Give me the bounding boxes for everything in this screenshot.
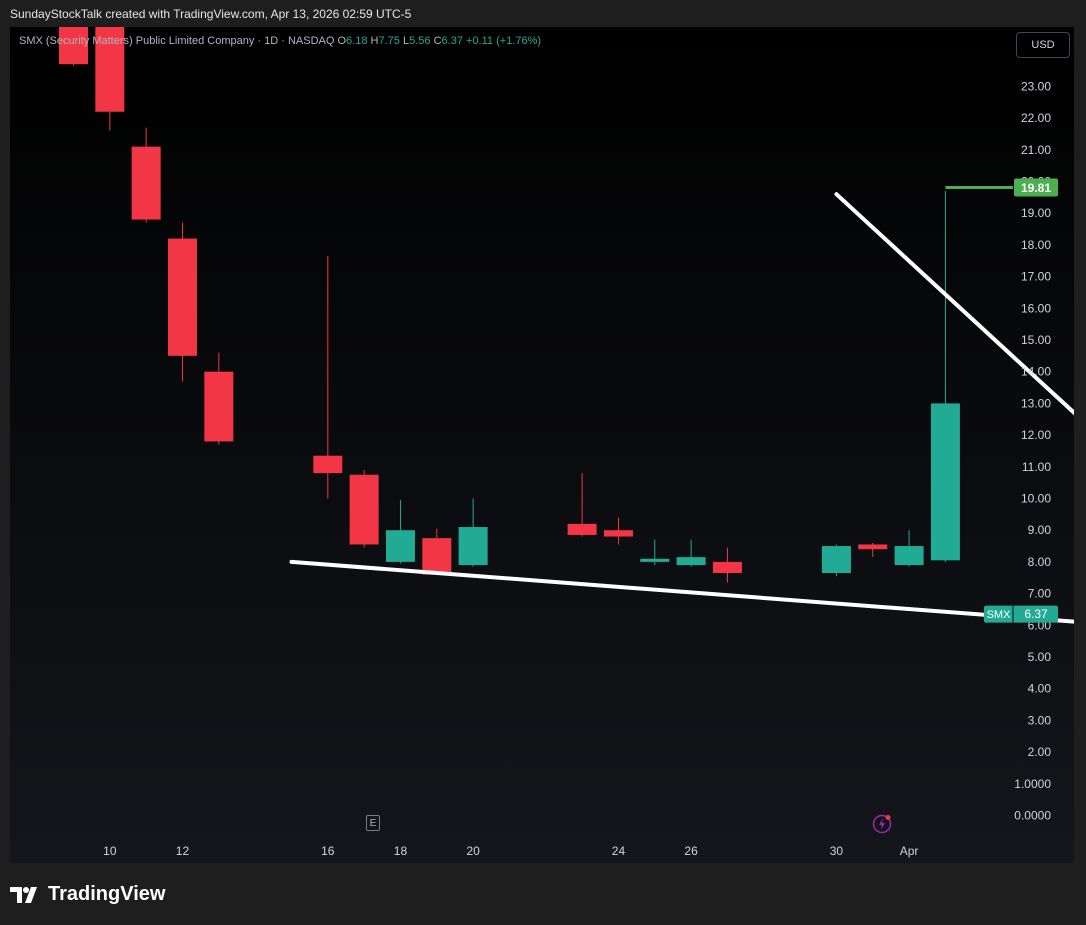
x-axis-tick-label: 10 xyxy=(103,844,117,858)
x-axis-tick-label: 20 xyxy=(466,844,480,858)
y-axis-tick-label: 14.00 xyxy=(1021,365,1051,379)
last-price-badge xyxy=(984,605,1058,623)
currency-button[interactable]: USD xyxy=(1016,32,1070,58)
open-value: 6.18 xyxy=(346,35,368,47)
x-axis-tick-label: 24 xyxy=(612,844,626,858)
candle-body xyxy=(167,238,197,356)
last-price-symbol: SMX xyxy=(987,609,1012,621)
candle-body xyxy=(894,546,924,566)
candle-body xyxy=(712,561,742,573)
y-axis-tick-label: 8.00 xyxy=(1028,555,1052,569)
candle-body xyxy=(95,27,125,112)
candle-body xyxy=(640,558,670,562)
close-label: C xyxy=(433,35,442,47)
symbol-description: SMX (Security Matters) Public Limited Co… xyxy=(19,35,335,47)
candle-body xyxy=(59,27,88,65)
level-price-label: 19.81 xyxy=(1021,181,1051,195)
y-axis-tick-label: 13.00 xyxy=(1021,396,1051,410)
candle-body xyxy=(349,474,379,545)
tradingview-mark-icon xyxy=(10,886,37,903)
candle-body xyxy=(603,530,633,537)
chart-credit: SundayStockTalk created with TradingView… xyxy=(10,7,412,21)
y-axis-tick-label: 9.00 xyxy=(1028,523,1052,537)
close-value: 6.37 xyxy=(441,35,463,47)
y-axis-tick-label: 23.00 xyxy=(1021,79,1051,93)
y-axis-tick-label: 5.00 xyxy=(1028,650,1052,664)
y-axis-tick-label: 21.00 xyxy=(1021,143,1051,157)
candle-body xyxy=(422,538,452,575)
y-axis-tick-label: 22.00 xyxy=(1021,111,1051,125)
y-axis-tick-label: 15.00 xyxy=(1021,333,1051,347)
y-axis-tick-label: 7.00 xyxy=(1028,587,1052,601)
x-axis-tick-label: 30 xyxy=(830,844,844,858)
candle-body xyxy=(930,403,960,561)
y-axis-tick-label: 2.00 xyxy=(1028,745,1052,759)
candle-body xyxy=(567,523,597,535)
y-axis-tick-label: 0.0000 xyxy=(1014,809,1051,823)
high-value: 7.75 xyxy=(378,35,400,47)
y-axis-tick-label: 10.00 xyxy=(1021,492,1051,506)
y-axis-tick-label: 4.00 xyxy=(1028,682,1052,696)
x-axis-tick-label: 18 xyxy=(394,844,408,858)
candle-body xyxy=(204,371,234,442)
flash-event-icon[interactable] xyxy=(872,814,892,834)
open-label: O xyxy=(337,35,347,47)
y-axis-tick-label: 19.00 xyxy=(1021,206,1051,220)
level-price-badge xyxy=(1014,178,1058,197)
high-label: H xyxy=(370,35,379,47)
y-axis-tick-label: 16.00 xyxy=(1021,301,1051,315)
y-axis-tick-label: 17.00 xyxy=(1021,270,1051,284)
trendline xyxy=(834,192,1074,416)
last-price-value: 6.37 xyxy=(1024,607,1048,621)
chart-background xyxy=(10,27,1074,863)
candle-body xyxy=(676,557,706,566)
low-value: 5.56 xyxy=(409,35,431,47)
symbol-legend: SMX (Security Matters) Public Limited Co… xyxy=(19,35,541,47)
chart-pane[interactable]: 23.0022.0021.0020.0019.0018.0017.0016.00… xyxy=(10,27,1074,863)
x-axis-tick-label: Apr xyxy=(900,844,919,858)
candle-body xyxy=(858,544,888,550)
candle-body xyxy=(131,146,161,220)
tradingview-logo[interactable]: TradingView xyxy=(10,883,165,906)
candle-body xyxy=(313,455,343,474)
y-axis-tick-label: 18.00 xyxy=(1021,238,1051,252)
candle-body xyxy=(385,530,415,562)
trendline xyxy=(289,559,1074,624)
y-axis-tick-label: 12.00 xyxy=(1021,428,1051,442)
candlestick-chart[interactable]: 23.0022.0021.0020.0019.0018.0017.0016.00… xyxy=(10,27,1074,863)
change-value: +0.11 (+1.76%) xyxy=(466,35,542,47)
candle-body xyxy=(821,546,851,573)
x-axis-tick-label: 16 xyxy=(321,844,335,858)
low-label: L xyxy=(402,35,410,47)
y-axis-tick-label: 3.00 xyxy=(1028,713,1052,727)
brand-name: TradingView xyxy=(48,883,166,905)
earnings-icon[interactable]: E xyxy=(366,815,380,831)
y-axis-tick-label: 11.00 xyxy=(1022,460,1051,474)
y-axis-tick-label: 1.0000 xyxy=(1014,777,1051,791)
candle-body xyxy=(458,527,488,566)
x-axis-tick-label: 12 xyxy=(176,844,190,858)
x-axis-tick-label: 26 xyxy=(684,844,698,858)
